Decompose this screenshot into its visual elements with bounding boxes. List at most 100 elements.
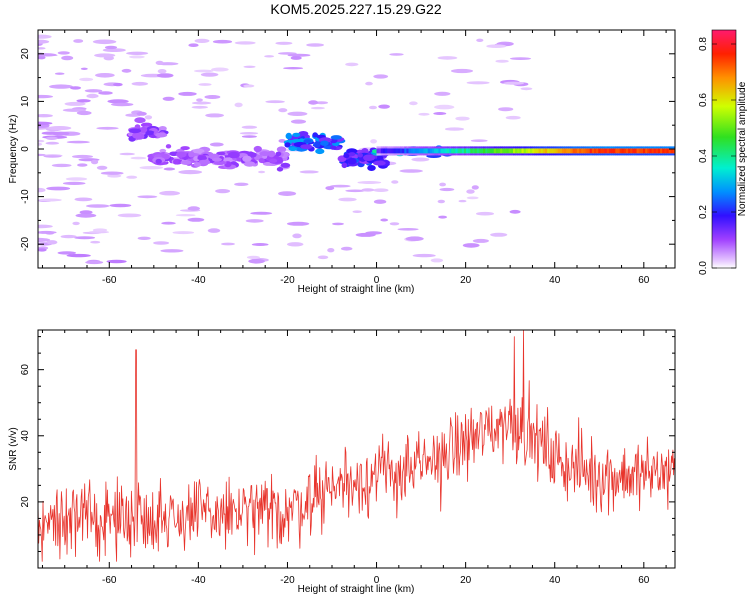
spectrogram-blob	[509, 209, 521, 214]
main-line-halo	[459, 146, 463, 149]
main-line-segment	[617, 148, 621, 154]
main-line-segment	[380, 148, 384, 154]
spectrogram-blob	[38, 187, 46, 193]
spectrogram-blob	[200, 72, 219, 77]
main-line-halo	[628, 153, 631, 156]
spectrogram-blob	[330, 145, 337, 150]
spectrogram-blob	[490, 232, 508, 237]
main-line-halo	[402, 153, 405, 156]
main-line-halo	[568, 146, 572, 149]
main-line-halo	[570, 146, 574, 149]
main-line-segment	[530, 148, 533, 154]
spectrogram-blob	[69, 86, 82, 90]
main-line-halo	[538, 153, 542, 156]
main-line-segment	[432, 148, 435, 154]
spectrogram-blob	[405, 236, 424, 241]
spectrogram-blob	[434, 104, 455, 110]
main-line-segment	[549, 148, 552, 154]
spectrogram-blob	[241, 135, 257, 138]
spectrogram-x-label: Height of straight line (km)	[298, 284, 415, 295]
spectrogram-blob	[373, 199, 387, 204]
main-line-halo	[598, 146, 601, 149]
main-line-halo	[491, 153, 495, 156]
x-tick-label: 20	[460, 575, 472, 586]
main-line-segment	[666, 148, 670, 154]
main-line-segment	[611, 148, 614, 154]
main-line-segment	[523, 148, 527, 154]
main-line-halo	[579, 146, 582, 149]
snr-panel: -60 -40 -20 0 20 40 60 20 40 60 Height of straig…	[8, 329, 676, 595]
main-line-halo	[608, 153, 612, 156]
spectrogram-blob	[38, 114, 53, 118]
main-line-halo	[495, 146, 499, 149]
y-tick-label: 40	[20, 430, 31, 442]
x-tick-label: 40	[549, 275, 561, 286]
main-line-halo	[562, 146, 565, 149]
main-line-halo	[461, 153, 465, 156]
main-line-halo	[404, 146, 407, 149]
main-line-halo	[470, 146, 473, 149]
spectrogram-blob	[188, 43, 199, 47]
spectrogram-blob	[163, 167, 176, 171]
spectrogram-blob	[128, 128, 142, 134]
main-line-halo	[517, 146, 520, 149]
main-line-halo	[478, 153, 482, 156]
main-line-halo	[649, 153, 653, 156]
main-line-halo	[623, 146, 627, 149]
snr-series-line	[38, 330, 675, 562]
main-line-halo	[444, 146, 448, 149]
main-line-halo	[534, 146, 537, 149]
main-line-halo	[453, 146, 456, 149]
main-line-halo	[425, 146, 429, 149]
spectrogram-blob	[193, 69, 214, 73]
main-line-segment	[638, 148, 642, 154]
chart-title: KOM5.2025.227.15.29.G22	[270, 1, 441, 17]
spectrogram-blob	[62, 181, 86, 185]
spectrogram-blob	[95, 73, 115, 78]
main-line-halo	[523, 146, 527, 149]
spectrogram-blob	[239, 132, 259, 135]
spectrogram-blob	[45, 141, 60, 145]
spectrogram-blob	[57, 51, 70, 55]
main-line-segment	[576, 148, 580, 154]
main-line-halo	[581, 146, 584, 149]
main-line-halo	[542, 146, 546, 149]
main-line-halo	[668, 153, 672, 156]
spectrogram-blob	[251, 243, 269, 246]
main-line-halo	[382, 153, 386, 156]
main-line-segment	[461, 148, 465, 154]
main-line-halo	[645, 146, 648, 149]
spectrogram-blob	[253, 145, 262, 153]
main-line-halo	[417, 146, 420, 149]
spectrogram-blob	[269, 158, 278, 163]
spectrogram-blob	[265, 100, 285, 104]
main-line-halo	[442, 153, 446, 156]
main-line-halo	[521, 146, 525, 149]
main-line-segment	[564, 148, 567, 154]
spectrogram-blob	[242, 155, 252, 162]
spectrogram-blob	[347, 157, 357, 165]
spectrogram-blob	[243, 65, 256, 69]
main-line-halo	[519, 146, 523, 149]
spectrogram-blob	[188, 151, 195, 158]
main-line-halo	[391, 153, 395, 156]
snr-frame	[37, 329, 676, 569]
main-line-halo	[585, 153, 589, 156]
main-line-halo	[489, 153, 493, 156]
main-line-halo	[664, 146, 667, 149]
spectrogram-blob	[340, 246, 353, 251]
main-line-halo	[419, 146, 422, 149]
spectrogram-blob	[131, 81, 149, 86]
main-line-segment	[513, 148, 516, 154]
spectrogram-blob	[234, 41, 256, 45]
spectrogram-blob	[46, 186, 71, 191]
spectrogram-blob	[157, 69, 167, 74]
main-line-halo	[574, 146, 578, 149]
spectrogram-y-ticks: -20 -10 0 10 20	[20, 29, 675, 269]
spectrogram-blob	[187, 206, 200, 211]
main-line-halo	[540, 146, 544, 149]
main-line-segment	[579, 148, 582, 154]
spectrogram-blob	[106, 259, 127, 264]
main-line-halo	[483, 146, 486, 149]
main-line-halo	[434, 146, 437, 149]
